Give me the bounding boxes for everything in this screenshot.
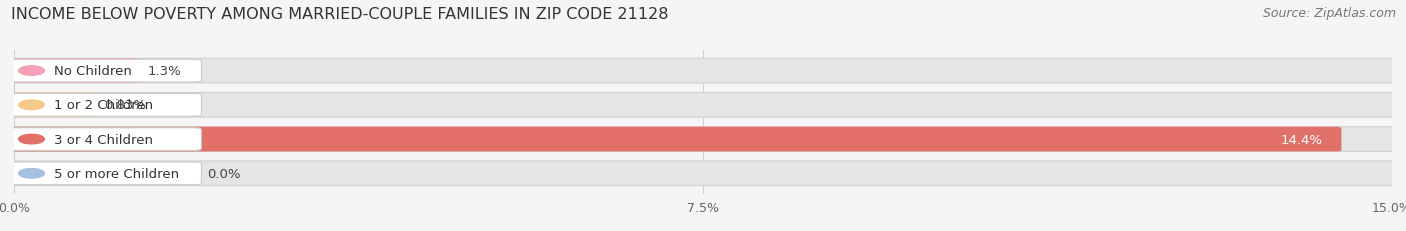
FancyBboxPatch shape: [11, 60, 201, 82]
Circle shape: [18, 101, 45, 110]
Circle shape: [18, 67, 45, 76]
Text: 0.83%: 0.83%: [104, 99, 146, 112]
FancyBboxPatch shape: [11, 162, 201, 185]
Text: 3 or 4 Children: 3 or 4 Children: [55, 133, 153, 146]
FancyBboxPatch shape: [11, 94, 201, 117]
FancyBboxPatch shape: [10, 59, 138, 84]
Text: 5 or more Children: 5 or more Children: [55, 167, 180, 180]
Text: 1 or 2 Children: 1 or 2 Children: [55, 99, 153, 112]
Circle shape: [18, 169, 45, 178]
Text: 14.4%: 14.4%: [1281, 133, 1323, 146]
FancyBboxPatch shape: [10, 127, 1396, 152]
Text: 1.3%: 1.3%: [148, 65, 181, 78]
Text: 0.0%: 0.0%: [207, 167, 240, 180]
FancyBboxPatch shape: [10, 59, 1396, 84]
FancyBboxPatch shape: [10, 93, 94, 118]
FancyBboxPatch shape: [10, 161, 1396, 186]
Text: No Children: No Children: [55, 65, 132, 78]
FancyBboxPatch shape: [11, 128, 201, 151]
Text: Source: ZipAtlas.com: Source: ZipAtlas.com: [1263, 7, 1396, 20]
Circle shape: [18, 135, 45, 144]
FancyBboxPatch shape: [10, 93, 1396, 118]
FancyBboxPatch shape: [10, 127, 1341, 152]
Text: INCOME BELOW POVERTY AMONG MARRIED-COUPLE FAMILIES IN ZIP CODE 21128: INCOME BELOW POVERTY AMONG MARRIED-COUPL…: [11, 7, 669, 22]
